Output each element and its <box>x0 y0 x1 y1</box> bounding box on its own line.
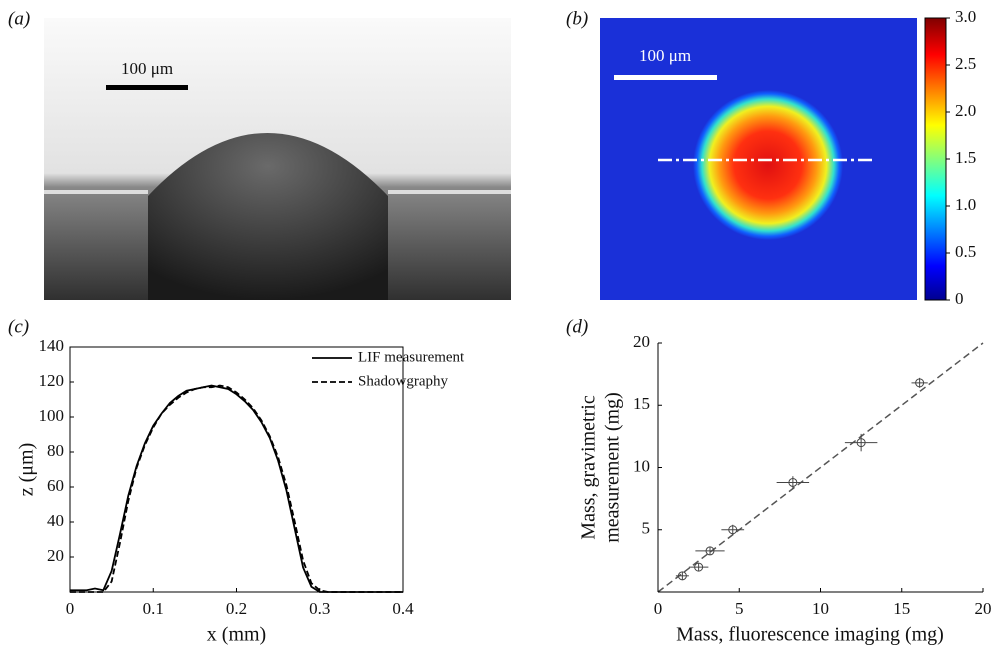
x-tick-label: 0.1 <box>143 599 164 618</box>
diagonal-reference <box>657 342 984 593</box>
y-axis-label: Mass, gravimetric <box>578 395 600 540</box>
scale-bar-label: 100 μm <box>121 59 173 78</box>
x-tick-label: 0 <box>66 599 75 618</box>
plot-frame <box>69 346 404 593</box>
x-tick-label: 15 <box>893 599 910 618</box>
y-tick-label: 15 <box>633 394 650 413</box>
line-series <box>70 384 403 593</box>
scale-bar <box>614 75 717 80</box>
panel-label: (a) <box>8 8 30 29</box>
colorbar-tick-label: 0.5 <box>955 242 976 261</box>
y-tick-label: 20 <box>633 332 650 351</box>
heatmap-spot <box>693 90 843 240</box>
colorbar <box>924 17 947 301</box>
y-tick-label: 100 <box>39 406 65 425</box>
data-point <box>694 562 704 572</box>
y-tick-label: 20 <box>47 546 64 565</box>
x-tick-label: 0.3 <box>309 599 330 618</box>
x-tick-label: 5 <box>735 599 744 618</box>
colorbar-tick-label: 1.5 <box>955 148 976 167</box>
data-point <box>677 571 687 581</box>
colorbar-tick-label: 3.0 <box>955 7 976 26</box>
x-tick-label: 0.4 <box>392 599 414 618</box>
x-tick-label: 0 <box>654 599 663 618</box>
x-tick-label: 10 <box>812 599 829 618</box>
x-axis-label: x (mm) <box>207 624 266 646</box>
panel-label: (b) <box>566 8 588 29</box>
y-tick-label: 80 <box>47 441 64 460</box>
x-axis-label: Mass, fluorescence imaging (mg) <box>676 624 944 646</box>
data-point <box>728 525 738 535</box>
legend-label: LIF measurement <box>358 349 465 365</box>
y-tick-label: 40 <box>47 511 64 530</box>
legend-label: Shadowgraphy <box>358 373 448 389</box>
data-point <box>856 438 866 448</box>
colorbar-tick-label: 0 <box>955 289 964 308</box>
x-tick-label: 20 <box>975 599 992 618</box>
panel-label: (d) <box>566 316 588 337</box>
panel-label: (c) <box>8 316 29 337</box>
y-tick-label: 10 <box>633 456 650 475</box>
colorbar-tick-label: 2.5 <box>955 54 976 73</box>
x-tick-label: 0.2 <box>226 599 247 618</box>
y-tick-label: 120 <box>39 371 65 390</box>
y-tick-label: 60 <box>47 476 64 495</box>
colorbar-tick-label: 1.0 <box>955 195 976 214</box>
y-tick-label: 5 <box>642 519 651 538</box>
data-point <box>705 546 715 556</box>
y-axis-label: z (μm) <box>16 443 38 496</box>
data-point <box>915 378 925 388</box>
line-series <box>70 384 403 593</box>
scale-bar <box>106 85 188 90</box>
photo <box>44 18 511 300</box>
y-axis-label: measurement (mg) <box>602 392 624 543</box>
scale-bar-label: 100 μm <box>639 46 691 65</box>
y-tick-label: 140 <box>39 336 65 355</box>
colorbar-tick-label: 2.0 <box>955 101 976 120</box>
data-point <box>788 477 798 487</box>
